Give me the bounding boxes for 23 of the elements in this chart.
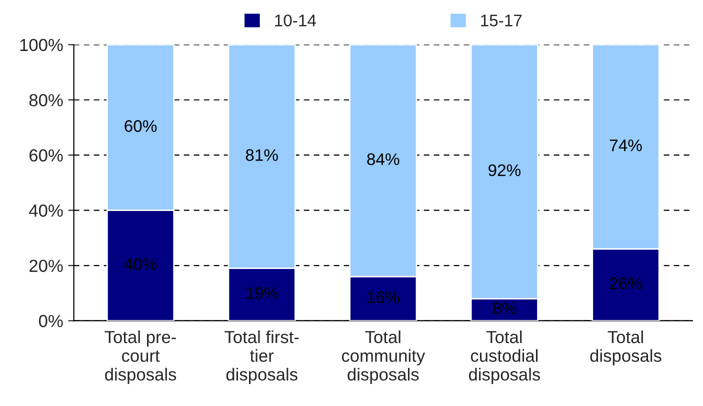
y-tick-label: 20% (30, 260, 63, 272)
y-tick-label: 100% (20, 38, 63, 52)
data-label: 74% (610, 140, 642, 152)
data-label: 16% (368, 291, 400, 304)
data-label: 40% (124, 258, 157, 270)
x-tick-label: Total first- tier disposals (224, 330, 299, 384)
legend-label: 15-17 (481, 14, 522, 26)
y-tick-label: 60% (30, 149, 63, 162)
x-tick-label: Total disposals (590, 330, 662, 366)
data-label: 26% (610, 278, 642, 290)
legend-label: 10-14 (275, 14, 316, 26)
y-tick-label: 0% (38, 314, 63, 328)
y-tick-label: 40% (29, 204, 63, 217)
x-tick-label: Total community disposals (342, 330, 426, 384)
data-label: 60% (124, 120, 157, 132)
data-label: 81% (246, 149, 278, 161)
data-label: 84% (367, 153, 400, 166)
data-label: 19% (246, 287, 278, 299)
y-tick-label: 80% (29, 94, 63, 106)
x-tick-label: Total pre- court disposals (104, 330, 176, 384)
data-label: 8% (493, 302, 516, 314)
data-label: 92% (488, 164, 521, 176)
x-tick-label: Total custodial disposals (468, 330, 540, 384)
